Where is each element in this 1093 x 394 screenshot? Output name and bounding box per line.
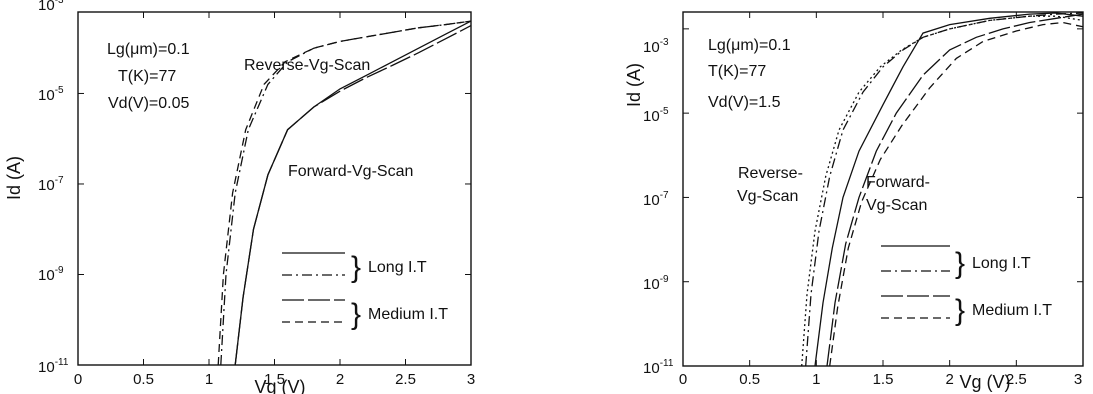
panel-right: 0 0.5 1 1.5 2 2.5 3 10-11 10-9 10-7 10-5… bbox=[624, 11, 1084, 392]
x-tick-label: 2 bbox=[946, 371, 954, 388]
curve-label-forward-scan: Forward-Vg-Scan bbox=[288, 163, 413, 180]
series-line-longdash bbox=[234, 25, 472, 366]
series-line-dashdot bbox=[805, 12, 1084, 367]
x-tick-label: 0.5 bbox=[133, 371, 154, 388]
series-lines-right bbox=[801, 12, 1084, 367]
x-tick-label: 0 bbox=[679, 371, 687, 388]
annotation-gate-length: Lg(μm)=0.1 bbox=[708, 37, 791, 54]
legend-label-long-it: Long I.T bbox=[368, 259, 427, 276]
series-lines-left bbox=[217, 20, 472, 366]
legend-label-medium-it: Medium I.T bbox=[368, 306, 448, 323]
y-tick-label: 10-3 bbox=[38, 0, 64, 14]
x-axis-label: Vg (V) bbox=[254, 377, 305, 394]
x-tick-labels-left: 0 0.5 1 1.5 2 2.5 3 bbox=[74, 371, 475, 388]
curve-label-reverse-scan: Vg-Scan bbox=[737, 188, 798, 205]
x-tick-label: 3 bbox=[1074, 371, 1082, 388]
annotation-gate-length: Lg(μm)=0.1 bbox=[107, 41, 190, 58]
x-tick-label: 0 bbox=[74, 371, 82, 388]
x-tick-labels-right: 0 0.5 1 1.5 2 2.5 3 bbox=[679, 371, 1082, 388]
curve-label-forward-scan: Forward- bbox=[866, 174, 930, 191]
y-tick-label: 10-7 bbox=[38, 175, 64, 194]
x-tick-label: 2.5 bbox=[395, 371, 416, 388]
x-tick-label: 1 bbox=[205, 371, 213, 388]
y-tick-label: 10-7 bbox=[643, 190, 669, 209]
x-axis-label: Vg (V) bbox=[959, 372, 1010, 392]
legend-brace: } bbox=[955, 294, 965, 327]
annotation-temperature: T(K)=77 bbox=[708, 63, 766, 80]
series-line-dash bbox=[829, 21, 1084, 367]
y-tick-label: 10-11 bbox=[643, 358, 674, 377]
y-tick-label: 10-5 bbox=[38, 85, 64, 104]
x-tick-label: 2 bbox=[336, 371, 344, 388]
curve-label-reverse-scan: Reverse- bbox=[738, 165, 803, 182]
series-line-solid bbox=[814, 12, 1084, 367]
legend-brace: } bbox=[351, 298, 361, 331]
legend-left: } Long I.T } Medium I.T bbox=[282, 251, 448, 331]
annotation-drain-voltage: Vd(V)=1.5 bbox=[708, 94, 781, 111]
x-tick-label: 1.5 bbox=[873, 371, 894, 388]
series-line-longdash bbox=[826, 13, 1084, 367]
annotation-temperature: T(K)=77 bbox=[118, 68, 176, 85]
legend-right: } Long I.T } Medium I.T bbox=[881, 245, 1052, 327]
series-line-dash bbox=[217, 20, 472, 366]
y-tick-label: 10-11 bbox=[38, 357, 69, 376]
x-tick-label: 3 bbox=[467, 371, 475, 388]
y-tick-label: 10-5 bbox=[643, 106, 669, 125]
tick-marks-right bbox=[683, 12, 1083, 366]
legend-label-long-it: Long I.T bbox=[972, 255, 1031, 272]
x-tick-label: 2.5 bbox=[1006, 371, 1027, 388]
panel-left: 0 0.5 1 1.5 2 2.5 3 10-11 10-9 10-7 10-5… bbox=[4, 0, 475, 394]
y-tick-label: 10-3 bbox=[643, 37, 669, 56]
curve-label-forward-scan: Vg-Scan bbox=[866, 197, 927, 214]
legend-label-medium-it: Medium I.T bbox=[972, 302, 1052, 319]
y-tick-labels-right: 10-11 10-9 10-7 10-5 10-3 bbox=[643, 37, 674, 377]
curve-label-reverse-scan: Reverse-Vg-Scan bbox=[244, 57, 370, 74]
y-tick-label: 10-9 bbox=[38, 265, 64, 284]
y-tick-label: 10-9 bbox=[643, 274, 669, 293]
tick-marks-left bbox=[78, 12, 471, 365]
x-tick-label: 1.5 bbox=[264, 371, 285, 388]
legend-brace: } bbox=[351, 251, 361, 284]
y-tick-labels-left: 10-11 10-9 10-7 10-5 10-3 bbox=[38, 0, 69, 376]
y-axis-label: Id (A) bbox=[624, 63, 644, 107]
annotation-drain-voltage: Vd(V)=0.05 bbox=[108, 95, 189, 112]
y-axis-label: Id (A) bbox=[4, 156, 24, 200]
x-tick-label: 0.5 bbox=[739, 371, 760, 388]
x-tick-label: 1 bbox=[812, 371, 820, 388]
legend-brace: } bbox=[955, 247, 965, 280]
